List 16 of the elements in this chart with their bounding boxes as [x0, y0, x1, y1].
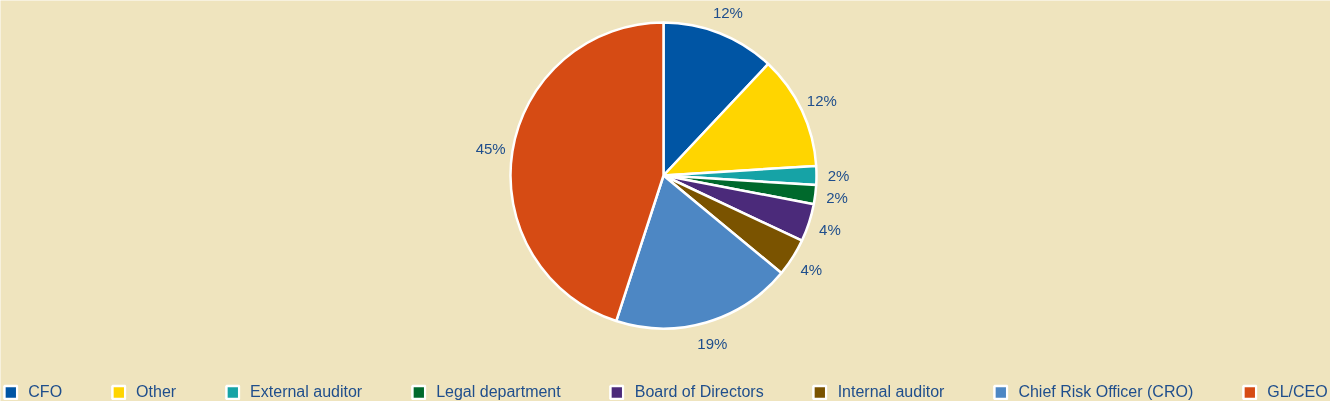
data-label: 4% — [819, 221, 841, 239]
data-label: 4% — [800, 260, 823, 278]
legend-label: External auditor — [250, 383, 363, 401]
legend-label: Legal department — [436, 383, 561, 401]
legend-label: GL/CEO — [1267, 383, 1328, 401]
data-label: 12% — [806, 92, 837, 110]
legend-label: CFO — [28, 383, 63, 401]
legend-label: Chief Risk Officer (CRO) — [1018, 383, 1194, 401]
data-label: 12% — [712, 4, 743, 22]
legend-label: Board of Directors — [634, 383, 764, 401]
data-label: 19% — [697, 335, 728, 353]
data-label: 2% — [826, 188, 848, 206]
data-label: 45% — [475, 139, 506, 157]
data-label: 2% — [827, 167, 850, 184]
legend-label: Internal auditor — [837, 383, 945, 401]
legend-label: Other — [136, 383, 177, 401]
